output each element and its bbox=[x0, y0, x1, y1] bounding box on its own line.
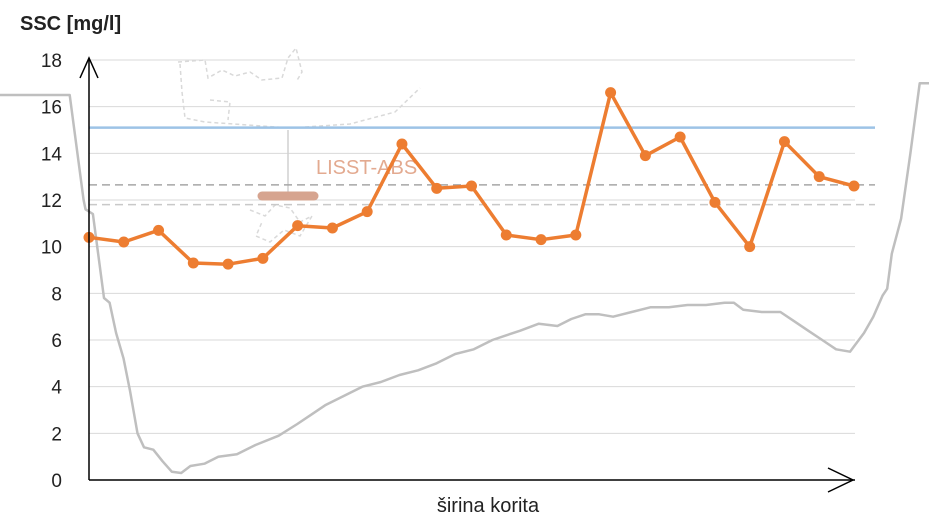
y-tick-label: 14 bbox=[41, 144, 63, 165]
ssc-point bbox=[187, 257, 199, 269]
channel-bed-profile bbox=[0, 82, 929, 475]
ssc-point bbox=[744, 241, 756, 253]
instrument-illustration bbox=[177, 46, 421, 243]
ssc-point bbox=[361, 206, 373, 218]
y-tick-label: 10 bbox=[41, 238, 62, 259]
y-tick-label: 12 bbox=[41, 191, 62, 212]
x-axis-title: širina korita bbox=[437, 495, 540, 517]
y-tick-label: 0 bbox=[51, 471, 62, 492]
instrument-label: LISST-ABS bbox=[316, 157, 417, 179]
ssc-point bbox=[431, 182, 443, 194]
bed-profile-line bbox=[0, 82, 929, 475]
ssc-point bbox=[778, 136, 790, 148]
ssc-point bbox=[674, 131, 686, 143]
y-tick-label: 6 bbox=[51, 331, 62, 352]
y-tick-label: 8 bbox=[51, 284, 62, 305]
reference-lines bbox=[89, 126, 875, 206]
ssc-point bbox=[222, 258, 234, 270]
ssc-point bbox=[709, 196, 721, 208]
y-tick-label: 2 bbox=[51, 424, 62, 445]
ssc-point bbox=[639, 150, 651, 162]
y-tick-label: 16 bbox=[41, 98, 62, 119]
y-axis-arrow-icon bbox=[79, 56, 99, 79]
y-tick-label: 4 bbox=[51, 378, 62, 399]
ssc-point bbox=[813, 171, 825, 183]
y-axis-title: SSC [mg/l] bbox=[20, 13, 121, 35]
gridlines bbox=[89, 59, 855, 434]
ssc-point bbox=[118, 236, 130, 248]
y-tick-label: 18 bbox=[41, 51, 62, 72]
ssc-point bbox=[466, 180, 477, 192]
ssc-point bbox=[326, 222, 338, 234]
axes bbox=[79, 56, 855, 493]
ssc-point bbox=[570, 229, 582, 241]
y-tick-labels: 0 2 4 6 8 10 12 14 16 18 bbox=[41, 51, 63, 492]
ssc-point bbox=[500, 229, 512, 241]
ssc-series bbox=[83, 87, 860, 270]
ssc-point bbox=[396, 138, 408, 150]
ssc-point bbox=[292, 220, 304, 232]
ssc-point bbox=[605, 87, 617, 99]
ssc-point bbox=[153, 224, 165, 236]
ssc-point bbox=[535, 234, 547, 246]
ssc-point bbox=[257, 252, 269, 264]
ssc-line bbox=[88, 90, 855, 266]
x-axis-arrow-icon bbox=[827, 467, 855, 493]
ssc-point bbox=[848, 180, 860, 192]
